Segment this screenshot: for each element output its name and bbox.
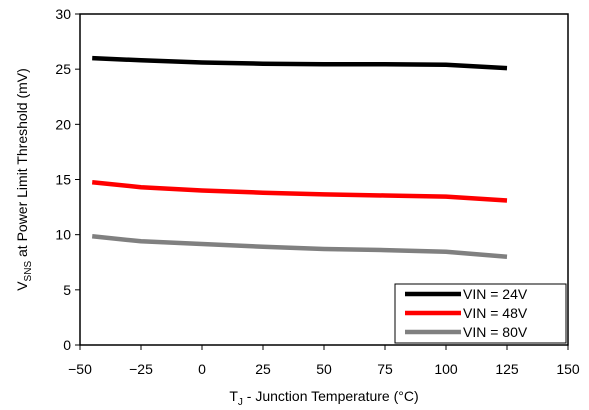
- x-tick-label: 50: [316, 361, 332, 377]
- series-line-2: [91, 234, 508, 259]
- legend-label-1: VIN = 48V: [463, 305, 528, 321]
- series-line-0: [92, 55, 508, 71]
- series-line-1: [91, 180, 508, 203]
- x-tick-label: 25: [255, 361, 271, 377]
- x-tick-label: 100: [434, 361, 458, 377]
- y-tick-label: 15: [55, 172, 71, 188]
- y-tick-label: 5: [63, 282, 71, 298]
- x-axis-ticks: −50 −25 0 25 50 75 100 125 150: [68, 345, 580, 377]
- x-tick-label: −50: [68, 361, 92, 377]
- x-tick-label: 0: [198, 361, 206, 377]
- legend: VIN = 24V VIN = 48V VIN = 80V: [394, 283, 567, 344]
- x-tick-label: −25: [129, 361, 153, 377]
- y-tick-label: 20: [55, 116, 71, 132]
- y-tick-label: 30: [55, 6, 71, 22]
- series-lines: [91, 55, 508, 259]
- x-tick-label: 125: [495, 361, 519, 377]
- legend-label-2: VIN = 80V: [463, 324, 528, 340]
- x-tick-label: 75: [377, 361, 393, 377]
- x-tick-label: 150: [556, 361, 580, 377]
- y-axis-label: VSNS at Power Limit Threshold (mV): [14, 68, 34, 291]
- y-tick-label: 10: [55, 227, 71, 243]
- x-axis-label: TJ - Junction Temperature (°C): [229, 388, 418, 408]
- y-tick-label: 0: [63, 337, 71, 353]
- y-axis-ticks: 0 5 10 15 20 25 30: [55, 6, 80, 353]
- legend-label-0: VIN = 24V: [463, 286, 528, 302]
- y-tick-label: 25: [55, 61, 71, 77]
- legend-items: VIN = 24V VIN = 48V VIN = 80V: [405, 286, 528, 340]
